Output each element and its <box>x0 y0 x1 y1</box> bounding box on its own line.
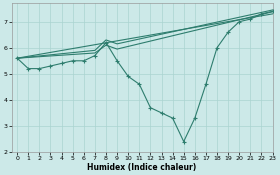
X-axis label: Humidex (Indice chaleur): Humidex (Indice chaleur) <box>87 163 197 172</box>
